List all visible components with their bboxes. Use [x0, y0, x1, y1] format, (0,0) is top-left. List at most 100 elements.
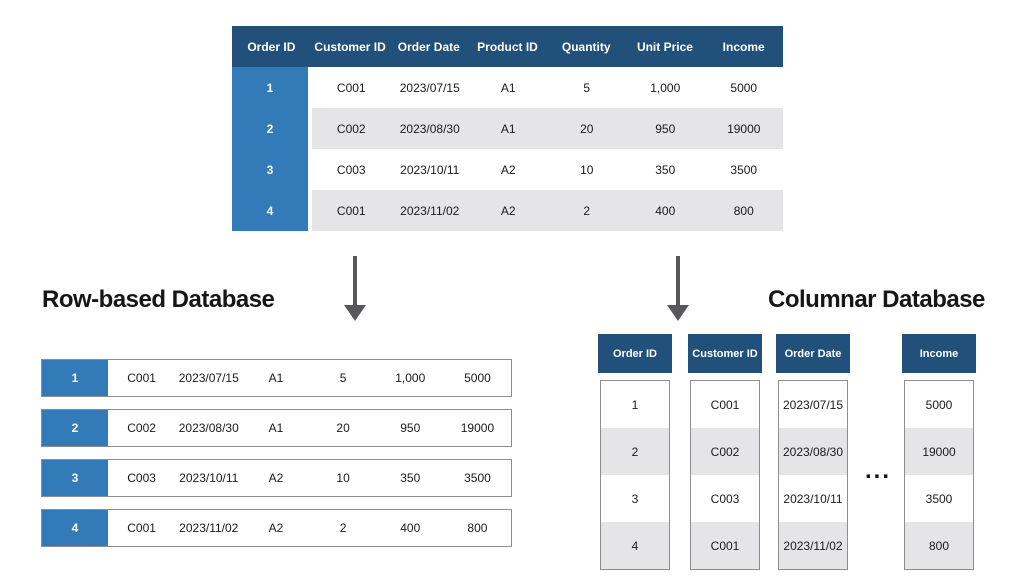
column-cell: 2023/10/11: [779, 475, 847, 522]
row-id-cell: 1: [42, 360, 108, 396]
source-table: Order ID Customer ID Order Date Product …: [232, 26, 783, 231]
table-cell: 800: [704, 190, 783, 231]
strip-cell: C002: [127, 421, 156, 435]
row-id-cell: 4: [232, 190, 308, 231]
row-id-cell: 1: [232, 67, 308, 108]
table-cell: C003: [312, 149, 391, 190]
columnar-column-income: Income 5000 19000 3500 800: [902, 334, 976, 570]
column-cell: 2023/11/02: [779, 522, 847, 569]
strip-cell: 20: [336, 421, 350, 435]
column-cell: 4: [601, 522, 669, 569]
table-cell: 3500: [704, 149, 783, 190]
table-row: 2 C002 2023/08/30 A1 20 950 19000: [232, 108, 783, 149]
id-column-gap: [308, 67, 312, 108]
column-cell: C002: [691, 428, 759, 475]
strip-cell: 5000: [464, 371, 491, 385]
strip-cell: A2: [268, 521, 284, 535]
row-based-section: 1 C001 2023/07/15 A1 5 1,000 5000 2 C002…: [41, 359, 512, 559]
header-cell-order-date: Order Date: [397, 39, 460, 54]
table-cell: C002: [312, 108, 391, 149]
strip-cell: 1,000: [395, 371, 426, 385]
header-cell-order-id: Order ID: [247, 39, 296, 54]
id-column-gap: [308, 149, 312, 190]
row-strip: 3 C003 2023/10/11 A2 10 350 3500: [41, 459, 512, 497]
column-cell: 2023/07/15: [779, 381, 847, 428]
ellipsis-more-columns: ...: [864, 457, 891, 484]
table-row: 4 C001 2023/11/02 A2 2 400 800: [232, 190, 783, 231]
table-row: 1 C001 2023/07/15 A1 5 1,000 5000: [232, 67, 783, 108]
strip-cell: 2023/08/30: [178, 421, 239, 435]
table-row: 3 C003 2023/10/11 A2 10 350 3500: [232, 149, 783, 190]
column-cell: 800: [905, 522, 973, 569]
row-id-cell: 2: [232, 108, 308, 149]
strip-cell: 5: [339, 371, 347, 385]
columnar-title: Columnar Database: [768, 286, 985, 313]
table-cell: A1: [469, 67, 548, 108]
header-cell-quantity: Quantity: [561, 39, 611, 54]
column-cell: 5000: [905, 381, 973, 428]
column-body: 1 2 3 4: [600, 380, 670, 570]
table-cell: 950: [626, 108, 705, 149]
table-cell: 2023/08/30: [390, 108, 469, 149]
source-table-header-row: Order ID Customer ID Order Date Product …: [232, 26, 783, 67]
header-cell-customer-id: Customer ID: [314, 39, 386, 54]
strip-cell: 350: [400, 471, 421, 485]
columnar-column-customer-id: Customer ID C001 C002 C003 C001: [688, 334, 762, 570]
column-cell: 2023/08/30: [779, 428, 847, 475]
down-arrow-icon: [666, 256, 690, 321]
row-id-cell: 4: [42, 510, 108, 546]
header-cell-unit-price: Unit Price: [636, 39, 693, 54]
column-header: Income: [902, 334, 976, 373]
id-column-gap: [308, 108, 312, 149]
strip-cell: A1: [268, 421, 284, 435]
arrow-head: [344, 305, 366, 321]
arrow-shaft: [353, 256, 357, 305]
table-cell: 2023/10/11: [390, 149, 469, 190]
column-cell: 3500: [905, 475, 973, 522]
column-cell: 1: [601, 381, 669, 428]
columnar-column-order-date: Order Date 2023/07/15 2023/08/30 2023/10…: [776, 334, 850, 570]
id-column-gap: [308, 190, 312, 231]
column-body: 5000 19000 3500 800: [904, 380, 974, 570]
table-cell: 20: [547, 108, 626, 149]
column-cell: 19000: [905, 428, 973, 475]
table-cell: 400: [626, 190, 705, 231]
column-cell: C001: [691, 381, 759, 428]
table-cell: 2023/07/15: [390, 67, 469, 108]
table-cell: C001: [312, 67, 391, 108]
strip-cell: 19000: [460, 421, 495, 435]
table-cell: 2: [547, 190, 626, 231]
table-cell: C001: [312, 190, 391, 231]
column-cell: 3: [601, 475, 669, 522]
column-header: Order Date: [776, 334, 850, 373]
down-arrow-icon: [343, 256, 367, 321]
column-body: C001 C002 C003 C001: [690, 380, 760, 570]
column-header: Customer ID: [688, 334, 762, 373]
column-cell: C003: [691, 475, 759, 522]
table-cell: 10: [547, 149, 626, 190]
strip-cell: 800: [467, 521, 488, 535]
row-id-cell: 3: [232, 149, 308, 190]
arrow-shaft: [676, 256, 680, 305]
table-cell: 350: [626, 149, 705, 190]
columnar-column-order-id: Order ID 1 2 3 4: [598, 334, 672, 570]
strip-cell: 2023/10/11: [179, 471, 239, 485]
strip-cell: A2: [268, 471, 284, 485]
row-strip: 1 C001 2023/07/15 A1 5 1,000 5000: [41, 359, 512, 397]
row-strip: 4 C001 2023/11/02 A2 2 400 800: [41, 509, 512, 547]
table-cell: 5: [547, 67, 626, 108]
strip-cell: 400: [400, 521, 421, 535]
strip-cell: 2023/11/02: [179, 521, 239, 535]
column-header: Order ID: [598, 334, 672, 373]
row-strip: 2 C002 2023/08/30 A1 20 950 19000: [41, 409, 512, 447]
table-cell: 2023/11/02: [390, 190, 469, 231]
row-id-cell: 2: [42, 410, 108, 446]
strip-cell: 2: [339, 521, 347, 535]
table-cell: 5000: [704, 67, 783, 108]
table-cell: 19000: [704, 108, 783, 149]
strip-cell: 950: [400, 421, 421, 435]
strip-cell: 2023/07/15: [178, 371, 239, 385]
strip-cell: 10: [336, 471, 350, 485]
header-cell-income: Income: [722, 39, 765, 54]
